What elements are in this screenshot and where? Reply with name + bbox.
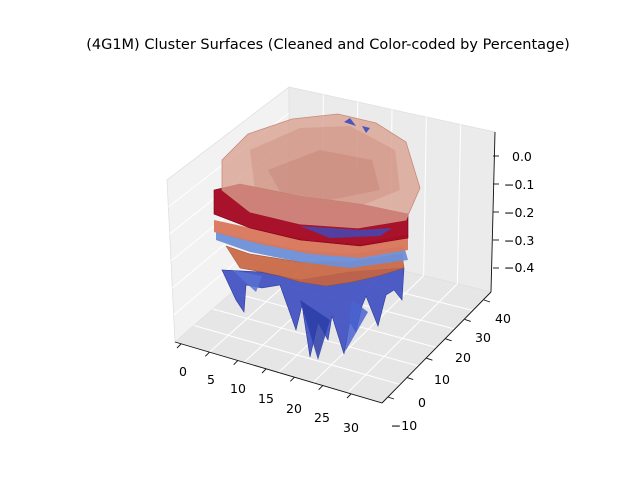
y-tick-mark bbox=[464, 318, 471, 322]
x-tick-label: 30 bbox=[343, 420, 359, 435]
tick-labels: 0 5 10 15 20 25 30 −10 0 10 20 30 40 0.0… bbox=[179, 149, 534, 435]
chart-title: (4G1M) Cluster Surfaces (Cleaned and Col… bbox=[86, 37, 570, 53]
surface-bottom-blue-spike bbox=[300, 300, 330, 360]
x-tick-label: 25 bbox=[314, 410, 330, 425]
x-tick-label: 15 bbox=[258, 391, 274, 406]
surface-bottom-blue-spike bbox=[345, 300, 368, 352]
x-tick-mark bbox=[176, 343, 182, 349]
surface-top-texture bbox=[268, 150, 380, 200]
z-tick-label: −0.4 bbox=[504, 260, 534, 275]
y-tick-label: 40 bbox=[495, 311, 511, 326]
z-tick-label: −0.2 bbox=[504, 205, 534, 220]
z-tick-label: −0.1 bbox=[504, 177, 534, 192]
y-tick-label: 0 bbox=[418, 395, 426, 410]
z-tick-label: 0.0 bbox=[512, 149, 532, 164]
axis-lines bbox=[174, 131, 499, 404]
x-tick-mark bbox=[318, 385, 323, 390]
y-axis-line bbox=[381, 291, 492, 404]
z-tick-label: −0.3 bbox=[504, 233, 534, 248]
y-tick-label: 30 bbox=[475, 330, 491, 345]
cluster-surfaces bbox=[213, 113, 421, 360]
x-axis-line bbox=[174, 341, 383, 404]
y-tick-mark bbox=[426, 357, 433, 361]
y-tick-label: 10 bbox=[434, 372, 450, 387]
surface-bottom-blue-spike bbox=[344, 118, 356, 126]
x-tick-label: 10 bbox=[230, 381, 246, 396]
x-tick-mark bbox=[290, 377, 295, 382]
surface-bottom-blue-spike bbox=[232, 270, 262, 292]
surface-bottom-blue-spike bbox=[362, 126, 370, 133]
x-tick-mark bbox=[261, 368, 267, 374]
grid-line bbox=[423, 116, 427, 276]
surface-top-translucent bbox=[221, 113, 421, 229]
x-tick-mark bbox=[205, 352, 210, 357]
x-tick-label: 5 bbox=[207, 372, 215, 387]
x-tick-mark bbox=[233, 360, 238, 365]
surface-red-band-gap bbox=[300, 226, 392, 238]
y-tick-mark bbox=[483, 299, 491, 303]
y-tick-label: 20 bbox=[455, 350, 471, 365]
y-tick-mark bbox=[407, 377, 414, 381]
y-tick-label: −10 bbox=[391, 418, 417, 433]
surface-top-texture bbox=[250, 126, 400, 210]
y-tick-mark bbox=[445, 338, 452, 342]
x-tick-mark bbox=[346, 393, 352, 399]
y-tick-mark bbox=[387, 396, 395, 400]
surface-orange-band bbox=[214, 220, 408, 258]
x-tick-label: 0 bbox=[179, 364, 187, 379]
surface-blue-band bbox=[216, 232, 408, 268]
x-tick-label: 20 bbox=[286, 401, 302, 416]
grid-line bbox=[456, 124, 462, 284]
